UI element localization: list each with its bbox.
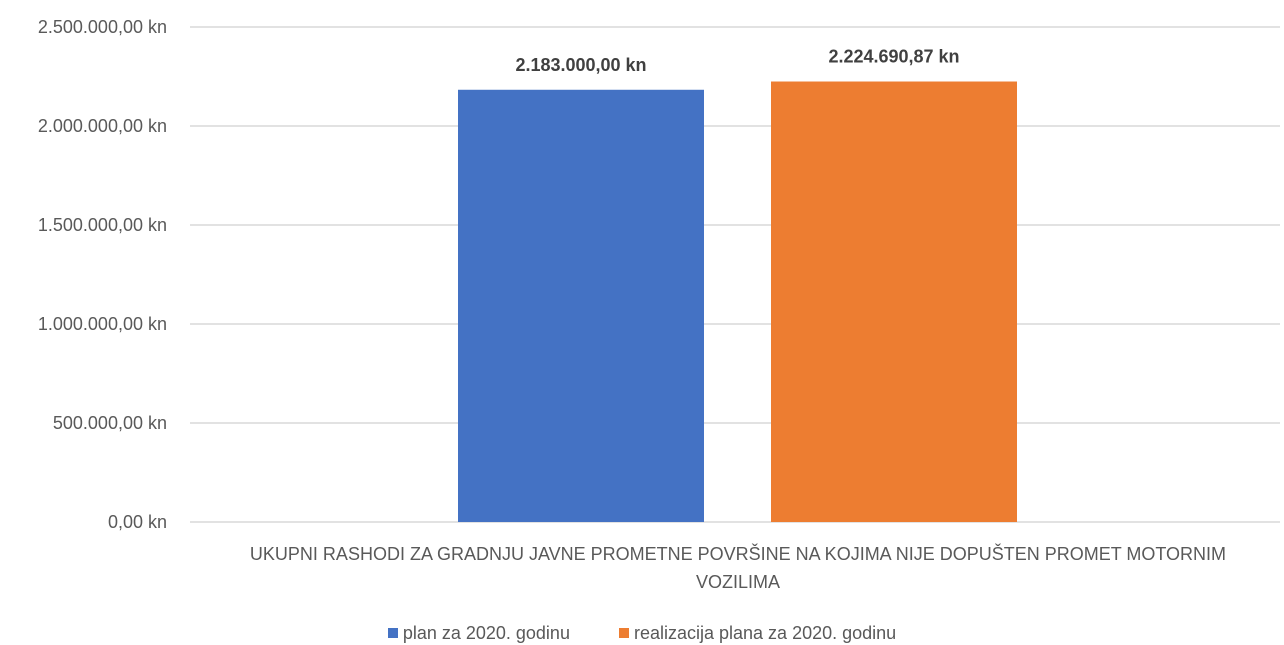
legend-swatch-plan xyxy=(387,628,398,638)
y-tick-label: 0,00 kn xyxy=(108,512,167,532)
bars xyxy=(458,81,1017,523)
bar-chart: 0,00 kn 500.000,00 kn 1.000.000,00 kn 1.500… xyxy=(38,17,1280,592)
y-tick-label: 500.000,00 kn xyxy=(53,413,167,433)
data-labels: 2.183.000,00 kn 2.224.690,87 kn xyxy=(515,47,959,75)
category-label-line: UKUPNI RASHODI ZA GRADNJU JAVNE PROMETNE… xyxy=(250,543,1226,564)
legend-label-realizacija: realizacija plana za 2020. godinu xyxy=(633,622,897,643)
y-tick-label: 2.500.000,00 kn xyxy=(38,17,167,37)
legend-label-plan: plan za 2020. godinu xyxy=(402,622,570,643)
legend-item-plan: plan za 2020. godinu xyxy=(387,622,570,644)
y-tick-label: 2.000.000,00 kn xyxy=(38,116,167,136)
legend: plan za 2020. godinu realizacija plana z… xyxy=(0,622,1284,644)
legend-swatch-realizacija xyxy=(618,628,629,638)
data-label-realizacija: 2.224.690,87 kn xyxy=(828,47,959,67)
legend-item-realizacija: realizacija plana za 2020. godinu xyxy=(618,622,897,644)
category-label-line: VOZILIMA xyxy=(696,572,780,592)
bar-plan xyxy=(458,89,704,523)
bar-realizacija xyxy=(771,81,1017,523)
data-label-plan: 2.183.000,00 kn xyxy=(515,55,646,75)
y-tick-label: 1.500.000,00 kn xyxy=(38,215,167,235)
gridlines xyxy=(190,26,1280,523)
y-tick-label: 1.000.000,00 kn xyxy=(38,314,167,334)
x-axis-category-labels: UKUPNI RASHODI ZA GRADNJU JAVNE PROMETNE… xyxy=(250,543,1226,592)
y-axis-tick-labels: 0,00 kn 500.000,00 kn 1.000.000,00 kn 1.500… xyxy=(38,17,167,532)
